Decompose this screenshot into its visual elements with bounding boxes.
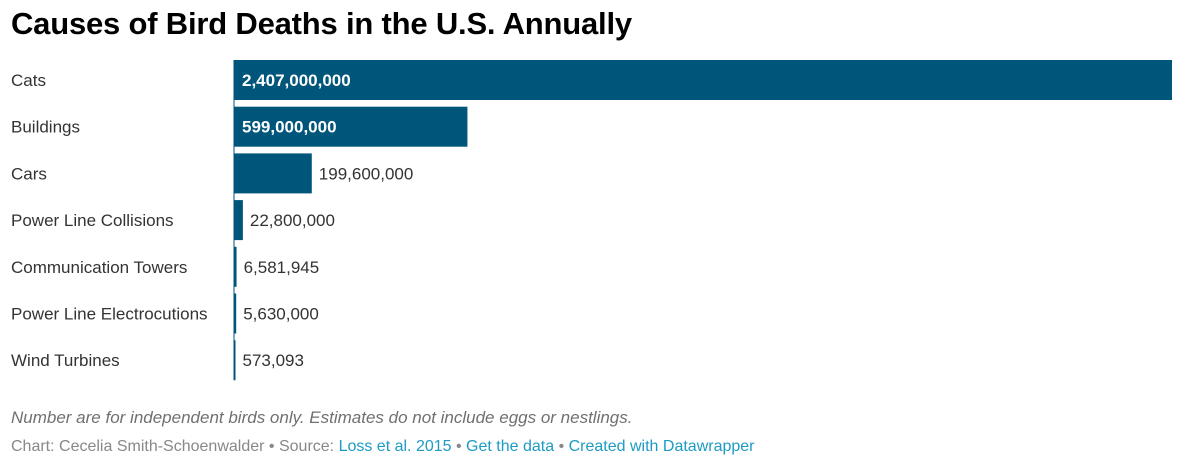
category-label: Communication Towers (11, 258, 187, 277)
byline-separator: • (268, 438, 275, 455)
value-label: 599,000,000 (242, 118, 337, 137)
bar[interactable] (234, 60, 1172, 100)
byline-author: Chart: Cecelia Smith-Schoenwalder (11, 438, 265, 455)
category-label: Buildings (11, 118, 80, 137)
bar[interactable] (234, 153, 312, 194)
get-data-link[interactable]: Get the data (466, 438, 555, 455)
value-label: 573,093 (243, 351, 304, 370)
byline-separator: • (558, 438, 565, 455)
bar[interactable] (234, 200, 243, 241)
byline: Chart: Cecelia Smith-Schoenwalder • Sour… (11, 438, 755, 456)
category-label: Cars (11, 164, 47, 183)
category-label: Power Line Collisions (11, 211, 174, 230)
bar[interactable] (234, 246, 237, 287)
chart-notes: Number are for independent birds only. E… (11, 408, 633, 427)
category-label: Wind Turbines (11, 351, 120, 370)
value-label: 199,600,000 (319, 164, 414, 183)
value-label: 22,800,000 (250, 211, 335, 230)
byline-source-prefix: Source: (278, 438, 335, 455)
value-label: 6,581,945 (244, 258, 320, 277)
byline-separator: • (455, 438, 462, 455)
value-label: 2,407,000,000 (242, 71, 351, 90)
bar[interactable] (234, 293, 237, 334)
category-label: Cats (11, 71, 46, 90)
category-label: Power Line Electrocutions (11, 305, 208, 324)
bar[interactable] (234, 106, 468, 147)
value-label: 5,630,000 (243, 305, 319, 324)
datawrapper-link[interactable]: Created with Datawrapper (568, 438, 755, 455)
bar-chart: Cats 2,407,000,000 Buildings 599,000,000 Car… (11, 60, 1172, 381)
bar[interactable] (234, 340, 236, 381)
chart-title: Causes of Bird Deaths in the U.S. Annual… (11, 6, 632, 41)
source-link[interactable]: Loss et al. 2015 (338, 438, 452, 455)
